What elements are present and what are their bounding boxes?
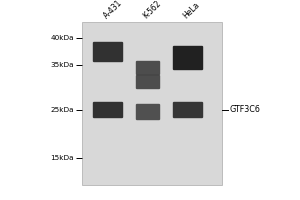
FancyBboxPatch shape [173,102,203,118]
FancyBboxPatch shape [93,42,123,62]
FancyBboxPatch shape [93,102,123,118]
Text: HeLa: HeLa [182,0,202,20]
Text: GTF3C6: GTF3C6 [229,106,260,114]
FancyBboxPatch shape [136,61,160,75]
Text: 35kDa: 35kDa [50,62,74,68]
Text: 40kDa: 40kDa [50,35,74,41]
FancyBboxPatch shape [136,75,160,89]
Bar [82,22,222,185]
Text: 25kDa: 25kDa [50,107,74,113]
Text: K-562: K-562 [142,0,163,20]
FancyBboxPatch shape [173,46,203,70]
Text: 15kDa: 15kDa [50,155,74,161]
Text: A-431: A-431 [102,0,124,20]
FancyBboxPatch shape [136,104,160,120]
